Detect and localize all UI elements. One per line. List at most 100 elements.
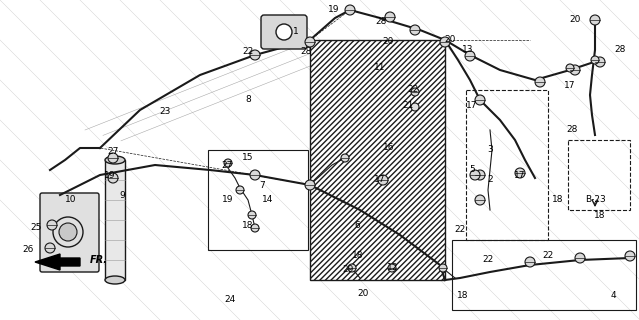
Bar — [105, 160, 125, 280]
Circle shape — [348, 264, 356, 272]
FancyBboxPatch shape — [261, 15, 307, 49]
Text: 22: 22 — [543, 251, 553, 260]
Bar — [466, 90, 548, 240]
Circle shape — [440, 37, 450, 47]
Circle shape — [345, 5, 355, 15]
Circle shape — [575, 253, 585, 263]
Ellipse shape — [276, 24, 292, 40]
Text: 20: 20 — [569, 15, 581, 25]
Circle shape — [108, 153, 118, 163]
Polygon shape — [35, 254, 80, 270]
Text: 27: 27 — [107, 148, 119, 156]
Text: 18: 18 — [552, 196, 564, 204]
Circle shape — [470, 170, 480, 180]
Circle shape — [305, 180, 315, 190]
Circle shape — [465, 51, 475, 61]
Bar — [310, 40, 445, 280]
Circle shape — [515, 168, 525, 178]
Circle shape — [439, 264, 447, 272]
Circle shape — [248, 211, 256, 219]
Circle shape — [224, 159, 232, 167]
Text: 17: 17 — [466, 100, 478, 109]
Text: 21: 21 — [403, 100, 413, 109]
Text: 29: 29 — [343, 266, 354, 275]
Circle shape — [411, 103, 419, 111]
Text: 27: 27 — [221, 161, 233, 170]
Circle shape — [341, 154, 349, 162]
Ellipse shape — [105, 276, 125, 284]
Circle shape — [591, 56, 599, 64]
Text: 18: 18 — [352, 251, 364, 260]
FancyBboxPatch shape — [40, 193, 99, 272]
Bar — [208, 150, 308, 250]
Ellipse shape — [59, 223, 77, 241]
Text: 13: 13 — [462, 45, 473, 54]
Text: 18: 18 — [458, 291, 469, 300]
Text: 12: 12 — [387, 263, 399, 273]
Text: 20: 20 — [382, 37, 394, 46]
Text: 17: 17 — [514, 171, 526, 180]
Text: 23: 23 — [159, 108, 171, 116]
Circle shape — [475, 95, 485, 105]
Text: 2: 2 — [487, 175, 493, 185]
Text: 20: 20 — [444, 36, 456, 44]
Circle shape — [236, 186, 244, 194]
Circle shape — [108, 173, 118, 183]
Text: 22: 22 — [408, 85, 419, 94]
Text: 28: 28 — [375, 18, 387, 27]
Text: 22: 22 — [242, 47, 254, 57]
Circle shape — [570, 65, 580, 75]
Circle shape — [590, 15, 600, 25]
Text: 10: 10 — [65, 196, 77, 204]
Text: 19: 19 — [104, 171, 116, 180]
Circle shape — [47, 220, 57, 230]
Circle shape — [410, 25, 420, 35]
Circle shape — [388, 264, 396, 272]
Circle shape — [566, 64, 574, 72]
Text: 5: 5 — [469, 165, 475, 174]
Text: 1: 1 — [293, 28, 299, 36]
Ellipse shape — [105, 156, 125, 164]
Text: 14: 14 — [263, 196, 273, 204]
Text: 19: 19 — [222, 196, 234, 204]
Circle shape — [250, 50, 260, 60]
Circle shape — [385, 12, 395, 22]
Circle shape — [251, 224, 259, 232]
Bar — [568, 140, 630, 210]
Text: FR.: FR. — [90, 255, 108, 265]
Text: 17: 17 — [374, 175, 386, 185]
Text: 22: 22 — [454, 226, 466, 235]
Circle shape — [625, 251, 635, 261]
Text: 25: 25 — [30, 223, 42, 233]
Circle shape — [411, 88, 419, 96]
Text: 28: 28 — [566, 125, 578, 134]
Text: 7: 7 — [259, 180, 265, 189]
Text: 15: 15 — [242, 154, 254, 163]
Circle shape — [250, 170, 260, 180]
Text: 28: 28 — [614, 45, 626, 54]
Text: 19: 19 — [328, 5, 340, 14]
Text: 8: 8 — [245, 95, 251, 105]
Text: 16: 16 — [383, 143, 395, 153]
Circle shape — [45, 243, 55, 253]
Text: 4: 4 — [610, 291, 616, 300]
FancyArrowPatch shape — [381, 53, 387, 72]
Text: 18: 18 — [594, 211, 606, 220]
Text: 24: 24 — [224, 295, 236, 305]
Circle shape — [475, 170, 485, 180]
Circle shape — [305, 37, 315, 47]
Text: 22: 22 — [482, 255, 493, 265]
Text: 26: 26 — [22, 245, 34, 254]
Text: 3: 3 — [487, 146, 493, 155]
Text: B-23: B-23 — [585, 196, 606, 204]
Circle shape — [525, 257, 535, 267]
Text: 18: 18 — [242, 220, 254, 229]
Circle shape — [378, 175, 388, 185]
Text: 6: 6 — [354, 220, 360, 229]
Text: 9: 9 — [119, 190, 125, 199]
Circle shape — [535, 77, 545, 87]
Circle shape — [475, 195, 485, 205]
Text: 11: 11 — [374, 63, 386, 73]
Text: 28: 28 — [300, 47, 312, 57]
Bar — [452, 240, 636, 310]
